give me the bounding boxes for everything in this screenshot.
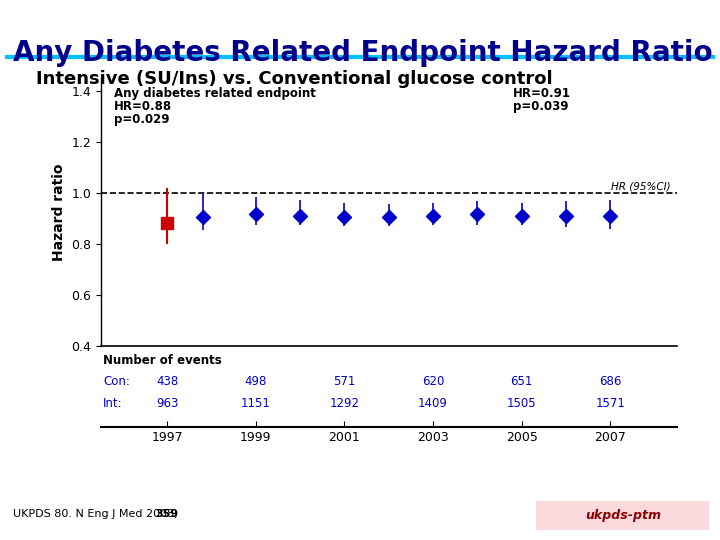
Text: 1151: 1151 (241, 397, 271, 410)
Text: 498: 498 (245, 375, 267, 388)
Text: Con:: Con: (103, 375, 130, 388)
Text: 686: 686 (599, 375, 621, 388)
Text: Any diabetes related endpoint: Any diabetes related endpoint (114, 87, 316, 100)
Text: Intensive (SU/Ins) vs. Conventional glucose control: Intensive (SU/Ins) vs. Conventional gluc… (36, 70, 553, 88)
Text: Number of events: Number of events (103, 354, 222, 367)
FancyBboxPatch shape (528, 499, 718, 532)
Text: Any Diabetes Related Endpoint Hazard Ratio: Any Diabetes Related Endpoint Hazard Rat… (13, 39, 713, 67)
Text: 571: 571 (333, 375, 356, 388)
Text: 1292: 1292 (330, 397, 359, 410)
Text: UKPDS 80. N Eng J Med 2008;: UKPDS 80. N Eng J Med 2008; (13, 509, 181, 519)
Y-axis label: Hazard ratio: Hazard ratio (52, 163, 66, 261)
Text: 438: 438 (156, 375, 179, 388)
Text: HR=0.88: HR=0.88 (114, 100, 172, 113)
Text: p=0.029: p=0.029 (114, 113, 170, 126)
Text: 963: 963 (156, 397, 179, 410)
Text: p=0.039: p=0.039 (513, 100, 568, 113)
Text: ukpds-ptm: ukpds-ptm (585, 509, 661, 522)
Text: 1409: 1409 (418, 397, 448, 410)
Text: HR (95%CI): HR (95%CI) (611, 181, 670, 192)
Text: 359: 359 (156, 509, 179, 519)
Text: HR=0.91: HR=0.91 (513, 87, 571, 100)
Text: 1505: 1505 (507, 397, 536, 410)
Text: 1571: 1571 (595, 397, 625, 410)
Text: 651: 651 (510, 375, 533, 388)
Text: Int:: Int: (103, 397, 122, 410)
Text: 620: 620 (422, 375, 444, 388)
